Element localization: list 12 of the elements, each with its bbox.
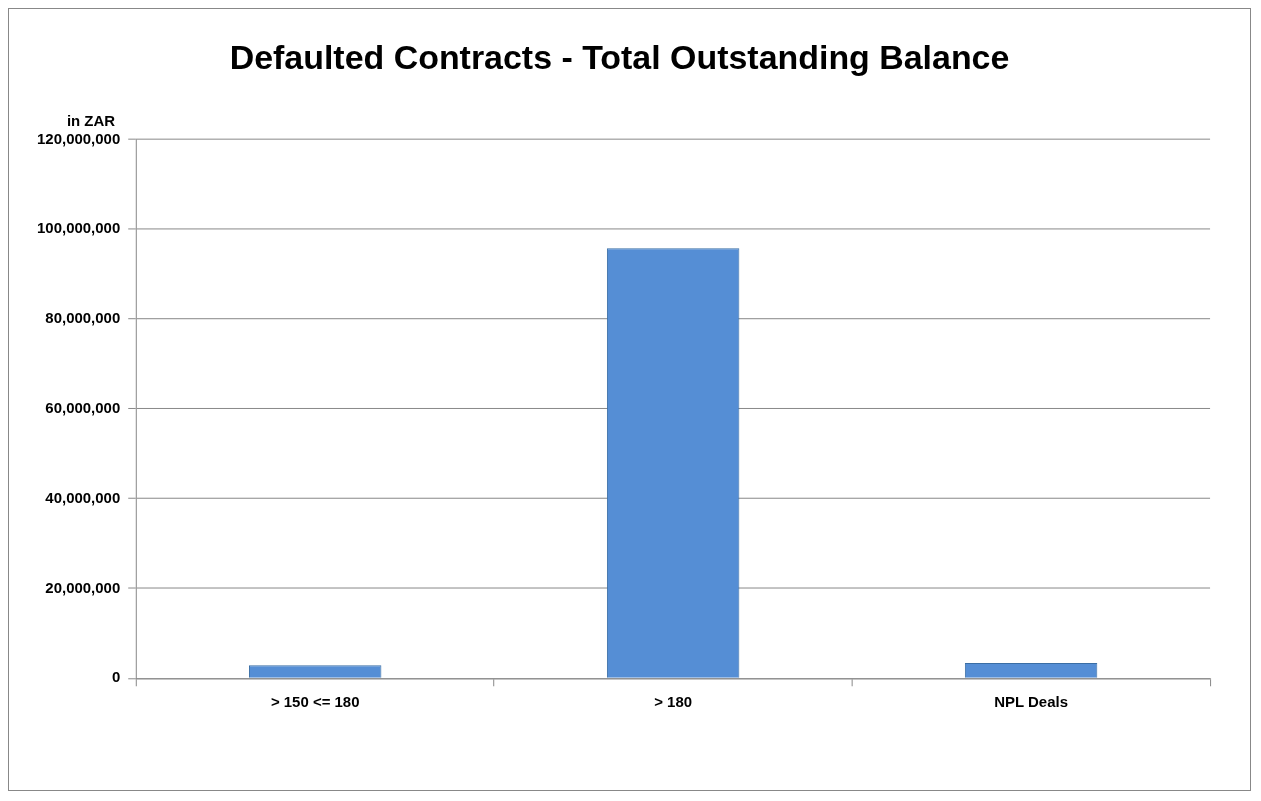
chart-title: Defaulted Contracts - Total Outstanding Balance — [229, 37, 1010, 76]
y-tick-label: 80,000,000 — [45, 309, 121, 327]
y-tick-label: 100,000,000 — [37, 219, 121, 237]
x-tick-label: > 150 <= 180 — [270, 693, 360, 711]
x-tick-label: NPL Deals — [994, 693, 1068, 711]
y-tick-label: 20,000,000 — [45, 578, 121, 596]
y-tick-label: 40,000,000 — [45, 488, 121, 506]
x-tick-label: > 180 — [654, 693, 693, 711]
y-tick-label: 0 — [111, 668, 121, 686]
y-tick-label: 120,000,000 — [37, 129, 121, 147]
y-tick-label: 60,000,000 — [45, 399, 121, 416]
y-axis-title: in ZAR — [66, 112, 116, 130]
